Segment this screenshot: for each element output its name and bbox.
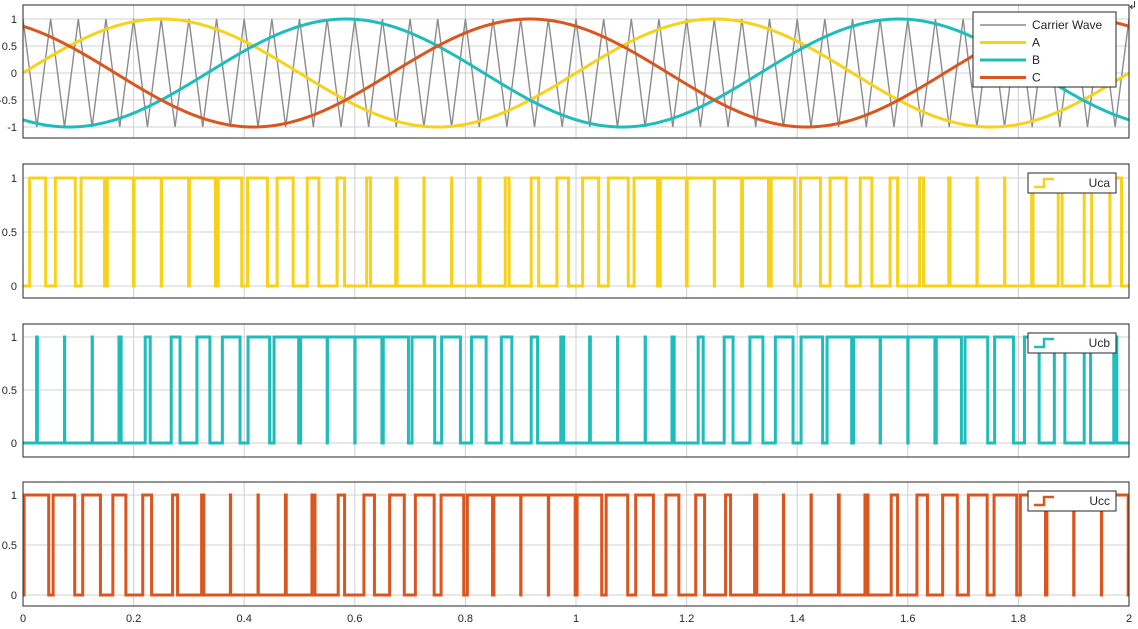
x-tick-label: 0.6 [347,613,362,625]
x-tick-label: 0.4 [237,613,252,625]
panel-pwm-a: 1 0.5 0 Uca [2,163,1130,299]
y-tick-label: 0 [11,590,17,602]
panel-pwm-c: 1 0.5 0 Ucc [2,481,1130,607]
y-tick-label: 1 [11,332,17,344]
legend-label: Carrier Wave [1032,18,1103,32]
x-tick-label: 0 [20,613,26,625]
y-tick-label: 0.5 [2,227,17,239]
x-tick-label: 2 [1126,613,1132,625]
x-tick-label: 0.2 [126,613,141,625]
y-tick-label: -0.5 [0,95,17,107]
axes-frame [22,163,1130,299]
series-group [23,176,1129,288]
legend-label: C [1032,71,1041,85]
series-b [23,17,1129,129]
legend-label: Ucc [1089,494,1110,508]
legend[interactable]: Ucc [1027,490,1117,512]
legend[interactable]: Ucb [1027,332,1117,354]
axes-frame [22,323,1130,458]
legend-label: Uca [1089,176,1111,190]
legend-label: B [1032,53,1040,67]
series-group [23,335,1129,445]
series-uca [23,176,1129,288]
legend-label: A [1032,36,1040,50]
series-group [23,493,1129,597]
legend-swatch [1034,177,1054,189]
series-ucb [23,335,1129,445]
panel-pwm-b: 1 0.5 0 Ucb [2,323,1130,458]
y-tick-label: 0.5 [2,41,17,53]
axes-frame [22,4,1130,139]
series-ucc [23,493,1129,597]
x-tick-label: 1 [573,613,579,625]
y-tick-label: 1 [11,490,17,502]
x-tick-label: 1.8 [1011,613,1026,625]
series-a [23,17,1129,129]
y-tick-label: 1 [11,173,17,185]
x-tick-label: 1.6 [900,613,915,625]
legend-swatch [1034,337,1054,349]
series-carrier-wave [23,18,1129,128]
axes-frame [22,481,1130,607]
x-tick-label: 0.8 [458,613,473,625]
legend-label: Ucb [1089,336,1111,350]
y-tick-label: 0.5 [2,540,17,552]
series-c [23,17,1129,129]
series-group [23,17,1129,129]
legend[interactable]: Carrier Wave ABC [972,11,1117,88]
y-tick-label: 0 [11,68,17,80]
x-axis-tick-labels: 0 0.2 0.4 0.6 0.8 1 1.2 1.4 1.6 1.8 2 [20,613,1132,625]
legend-swatch [1034,495,1054,507]
window-corner-icon[interactable]: ↲ [1128,0,1137,12]
panel-modulation: 1 0.5 0 -0.5 -1 Carrier Wave ABC [0,4,1130,139]
y-tick-label: 1 [11,14,17,26]
x-tick-label: 1.4 [790,613,805,625]
legend[interactable]: Uca [1027,172,1117,194]
y-tick-label: 0 [11,438,17,450]
x-tick-label: 1.2 [679,613,694,625]
y-tick-label: 0.5 [2,385,17,397]
y-tick-label: 0 [11,281,17,293]
y-tick-label: -1 [7,122,17,134]
